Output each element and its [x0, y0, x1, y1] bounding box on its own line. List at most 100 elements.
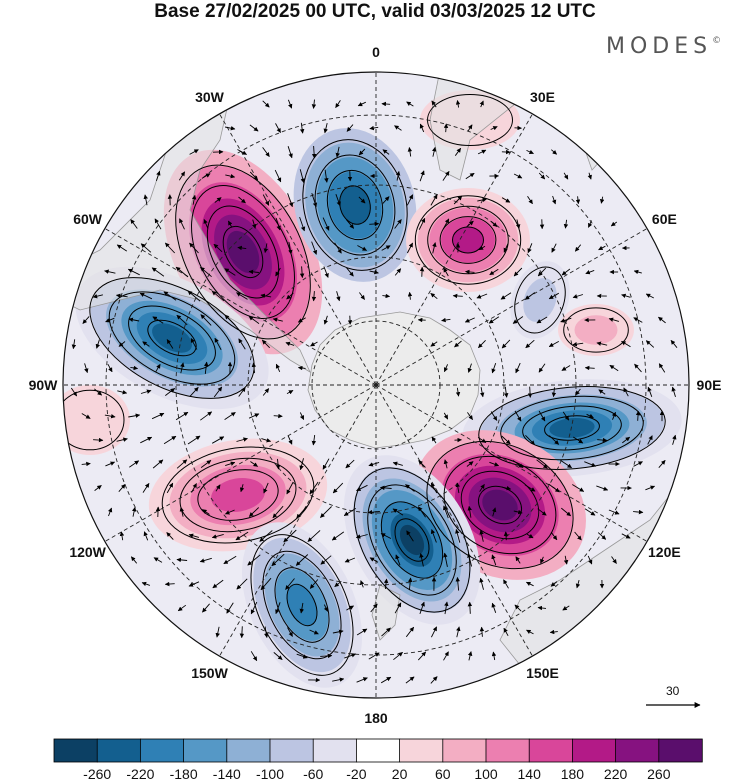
wind-vector: [563, 172, 569, 180]
wind-vector: [152, 316, 164, 324]
wind-vector: [551, 387, 557, 398]
wind-vector: [117, 390, 128, 395]
contour-line: [426, 440, 574, 570]
wind-vector: [645, 293, 655, 299]
wind-vector: [143, 194, 148, 206]
wind-vector: [671, 386, 676, 398]
wind-vector: [212, 579, 224, 589]
wind-vector: [575, 196, 581, 205]
brand-text: MODES: [606, 34, 713, 59]
wind-vector: [634, 363, 642, 373]
wind-vector: [560, 459, 572, 469]
wind-vector: [201, 173, 211, 179]
wind-vector: [335, 100, 341, 108]
wind-vector: [165, 388, 176, 396]
wind-vector: [572, 341, 584, 347]
wind-vector: [311, 192, 318, 208]
wind-vector: [527, 195, 533, 205]
wind-vector: [525, 581, 534, 587]
wind-vector: [478, 245, 486, 251]
reference-vector-value: 30: [666, 684, 680, 698]
wind-vector: [467, 651, 473, 661]
wind-vector: [346, 605, 354, 611]
wind-vector: [526, 533, 534, 539]
wind-vector: [116, 437, 128, 442]
wind-vector: [250, 651, 258, 662]
wind-vector: [419, 553, 424, 567]
wind-vector: [488, 316, 500, 324]
wind-vector: [249, 124, 259, 132]
anomaly-positive-small-60e-contours: [563, 307, 629, 353]
wind-vector: [262, 100, 270, 108]
wind-vector: [275, 123, 281, 133]
wind-vector: [467, 363, 472, 373]
wind-vector: [309, 629, 319, 635]
wind-vector: [456, 626, 461, 638]
wind-vector: [355, 534, 368, 539]
wind-vector: [127, 268, 140, 276]
wind-vector: [118, 483, 126, 492]
contour-line: [380, 501, 444, 579]
wind-vector: [238, 196, 246, 204]
wind-vector: [455, 482, 461, 494]
wind-vector: [299, 602, 305, 614]
wind-vector: [633, 509, 644, 515]
wind-vector: [283, 529, 297, 543]
wind-vector: [394, 268, 402, 276]
wind-vector: [586, 413, 594, 419]
wind-vector: [129, 460, 140, 468]
wind-vector: [443, 123, 449, 133]
wind-vector: [323, 315, 329, 325]
colorbar-swatch: [399, 738, 444, 763]
wind-vector: [189, 149, 199, 155]
wind-vector: [176, 314, 188, 326]
wind-vector: [633, 317, 643, 323]
colorbar-swatch: [442, 738, 487, 763]
wind-vector: [249, 171, 259, 181]
contour-line: [250, 534, 354, 676]
wind-vector: [431, 146, 437, 157]
wind-vector: [274, 169, 282, 183]
wind-vector: [296, 653, 308, 659]
wind-vector: [154, 218, 162, 230]
wind-vector: [104, 413, 116, 419]
wind-vector: [116, 244, 128, 252]
wind-vector: [608, 509, 620, 515]
anomaly-band: [339, 186, 371, 224]
wind-vector: [476, 293, 488, 299]
wind-vectors: [70, 99, 678, 684]
wind-vector: [250, 461, 258, 467]
wind-vector: [94, 485, 102, 491]
wind-vector: [452, 293, 463, 299]
wind-vector: [143, 531, 149, 541]
contour-line: [478, 386, 666, 470]
wind-vector: [489, 461, 500, 467]
wind-vector: [623, 387, 629, 397]
wind-vector: [512, 460, 524, 468]
anomaly-negative-150w-contours: [250, 534, 354, 676]
wind-vector: [356, 628, 368, 636]
wind-vector: [287, 146, 293, 159]
contour-line: [353, 467, 471, 613]
wind-vector: [332, 677, 345, 682]
contour-line: [339, 185, 371, 225]
wind-vector: [575, 388, 581, 396]
wind-vector: [345, 219, 355, 229]
wind-vector: [621, 293, 631, 299]
wind-vector: [131, 506, 137, 517]
wind-vector: [238, 338, 246, 350]
wind-vector: [188, 581, 200, 587]
anomaly-band: [574, 315, 618, 345]
wind-vector: [215, 484, 221, 492]
wind-vector: [548, 341, 560, 347]
wind-vector: [311, 241, 318, 255]
wind-vector: [479, 577, 484, 590]
colorbar-tick-label: 260: [647, 766, 671, 782]
wind-vector: [260, 577, 272, 591]
wind-vector: [537, 267, 547, 277]
wind-vector: [525, 434, 535, 446]
wind-vector: [200, 460, 212, 468]
wind-vector: [381, 627, 391, 637]
wind-vector: [380, 533, 392, 539]
wind-vector: [621, 533, 631, 539]
